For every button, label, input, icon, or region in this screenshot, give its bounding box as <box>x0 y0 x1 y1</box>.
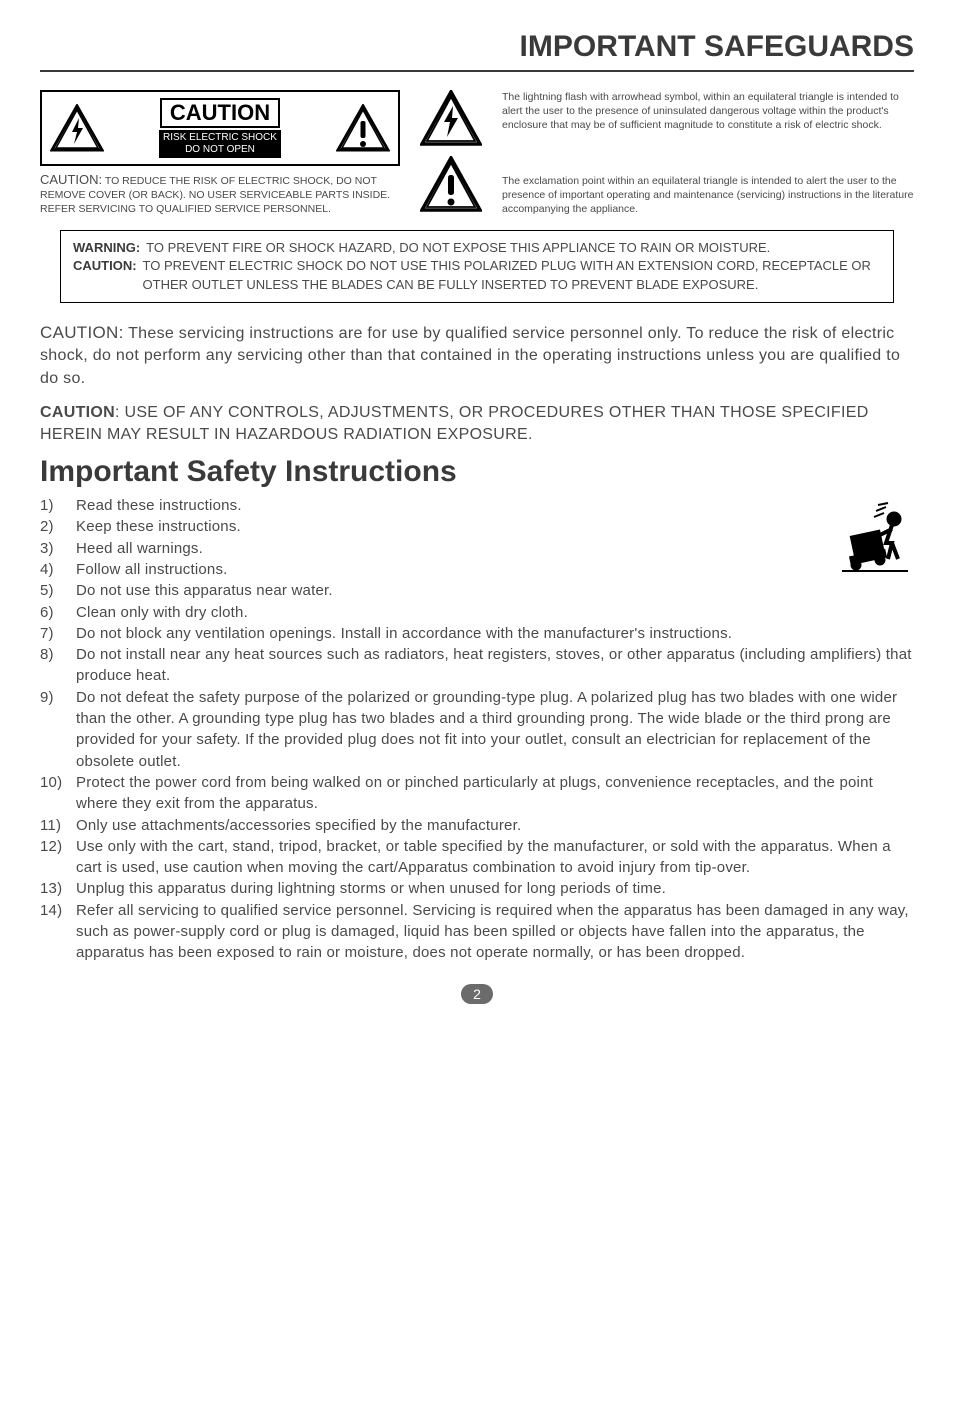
item-text: Do not use this apparatus near water. <box>76 580 824 601</box>
item-num: 12) <box>40 836 76 879</box>
list-item: 2)Keep these instructions. <box>40 516 824 537</box>
item-num: 11) <box>40 815 76 836</box>
list-item: 3)Heed all warnings. <box>40 538 824 559</box>
item-num: 1) <box>40 495 76 516</box>
list-item: 11)Only use attachments/accessories spec… <box>40 815 914 836</box>
warning-box: WARNING: TO PREVENT FIRE OR SHOCK HAZARD… <box>60 230 894 303</box>
item-num: 14) <box>40 900 76 964</box>
caution-sub-line2: DO NOT OPEN <box>185 144 255 155</box>
lightning-triangle-icon <box>420 90 482 146</box>
list-item: 5)Do not use this apparatus near water. <box>40 580 824 601</box>
list-item: 13)Unplug this apparatus during lightnin… <box>40 878 914 899</box>
caution-text: TO PREVENT ELECTRIC SHOCK DO NOT USE THI… <box>143 257 881 293</box>
caution-note-label: CAUTION: <box>40 172 102 187</box>
list-item: 7)Do not block any ventilation openings.… <box>40 623 914 644</box>
caution-sub: RISK ELECTRIC SHOCK DO NOT OPEN <box>159 130 281 158</box>
item-num: 7) <box>40 623 76 644</box>
caution-center: CAUTION RISK ELECTRIC SHOCK DO NOT OPEN <box>104 98 336 158</box>
caution-word: CAUTION <box>160 98 280 128</box>
item-text: Keep these instructions. <box>76 516 824 537</box>
page-title: IMPORTANT SAFEGUARDS <box>40 30 914 72</box>
symbol-column <box>416 90 486 216</box>
item-num: 8) <box>40 644 76 687</box>
item-text: Protect the power cord from being walked… <box>76 772 914 815</box>
caution-banner: CAUTION RISK ELECTRIC SHOCK DO NOT OPEN <box>40 90 400 166</box>
item-num: 4) <box>40 559 76 580</box>
item-text: Follow all instructions. <box>76 559 824 580</box>
item-num: 13) <box>40 878 76 899</box>
instructions-list: 1)Read these instructions. 2)Keep these … <box>40 495 914 964</box>
exclamation-triangle-icon <box>336 104 390 152</box>
symbol-descriptions: The lightning flash with arrowhead symbo… <box>502 90 914 216</box>
item-num: 3) <box>40 538 76 559</box>
item-text: Do not block any ventilation openings. I… <box>76 623 914 644</box>
controls-caution-lead: CAUTION <box>40 404 115 421</box>
list-item: 10)Protect the power cord from being wal… <box>40 772 914 815</box>
caution-row: CAUTION: TO PREVENT ELECTRIC SHOCK DO NO… <box>73 257 881 293</box>
instructions-heading: Important Safety Instructions <box>40 455 914 489</box>
item-text: Use only with the cart, stand, tripod, b… <box>76 836 914 879</box>
item-num: 5) <box>40 580 76 601</box>
item-num: 6) <box>40 602 76 623</box>
item-text: Heed all warnings. <box>76 538 824 559</box>
list-item: 8)Do not install near any heat sources s… <box>40 644 914 687</box>
page-number: 2 <box>40 984 914 1004</box>
list-item: 1)Read these instructions. <box>40 495 824 516</box>
service-caution-lead: CAUTION: <box>40 323 124 342</box>
item-text: Clean only with dry cloth. <box>76 602 914 623</box>
list-item: 9)Do not defeat the safety purpose of th… <box>40 687 914 772</box>
page-number-badge: 2 <box>461 984 493 1004</box>
warning-label: WARNING: <box>73 240 140 255</box>
exclamation-description: The exclamation point within an equilate… <box>502 174 914 217</box>
item-num: 10) <box>40 772 76 815</box>
warning-row: WARNING: TO PREVENT FIRE OR SHOCK HAZARD… <box>73 239 881 257</box>
controls-caution: CAUTION: USE OF ANY CONTROLS, ADJUSTMENT… <box>40 402 914 445</box>
list-item: 4)Follow all instructions. <box>40 559 824 580</box>
exclamation-triangle-icon <box>420 156 482 212</box>
lightning-description: The lightning flash with arrowhead symbo… <box>502 90 914 133</box>
item-text: Refer all servicing to qualified service… <box>76 900 914 964</box>
item-num: 9) <box>40 687 76 772</box>
caution-block: CAUTION RISK ELECTRIC SHOCK DO NOT OPEN … <box>40 90 400 216</box>
item-num: 2) <box>40 516 76 537</box>
lightning-triangle-icon <box>50 104 104 152</box>
top-row: CAUTION RISK ELECTRIC SHOCK DO NOT OPEN … <box>40 90 914 216</box>
service-caution: CAUTION: These servicing instructions ar… <box>40 321 914 390</box>
caution-sub-line1: RISK ELECTRIC SHOCK <box>163 132 277 143</box>
caution-label: CAUTION: <box>73 258 137 273</box>
list-item: 12)Use only with the cart, stand, tripod… <box>40 836 914 879</box>
item-text: Do not install near any heat sources suc… <box>76 644 914 687</box>
item-text: Read these instructions. <box>76 495 824 516</box>
controls-caution-body: : USE OF ANY CONTROLS, ADJUSTMENTS, OR P… <box>40 404 869 443</box>
service-caution-body: These servicing instructions are for use… <box>40 325 900 387</box>
list-item: 6)Clean only with dry cloth. <box>40 602 914 623</box>
item-text: Unplug this apparatus during lightning s… <box>76 878 914 899</box>
warning-text: TO PREVENT FIRE OR SHOCK HAZARD, DO NOT … <box>146 239 881 257</box>
list-item: 14)Refer all servicing to qualified serv… <box>40 900 914 964</box>
item-text: Do not defeat the safety purpose of the … <box>76 687 914 772</box>
item-text: Only use attachments/accessories specifi… <box>76 815 914 836</box>
caution-note: CAUTION: TO REDUCE THE RISK OF ELECTRIC … <box>40 172 400 216</box>
cart-tip-figure <box>836 499 914 577</box>
